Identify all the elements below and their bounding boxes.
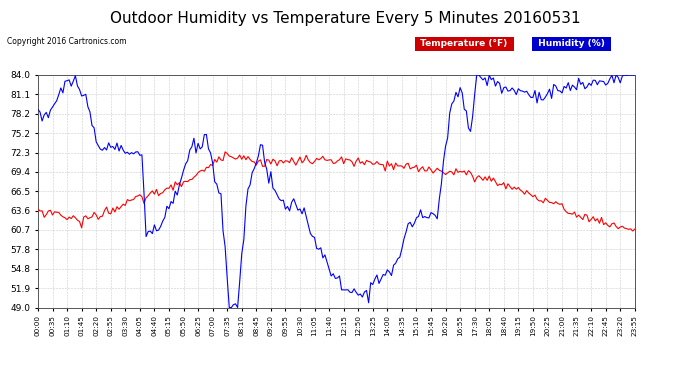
Text: Outdoor Humidity vs Temperature Every 5 Minutes 20160531: Outdoor Humidity vs Temperature Every 5 … (110, 11, 580, 26)
Text: Copyright 2016 Cartronics.com: Copyright 2016 Cartronics.com (7, 38, 126, 46)
Text: Humidity (%): Humidity (%) (535, 39, 608, 48)
Text: Temperature (°F): Temperature (°F) (417, 39, 511, 48)
